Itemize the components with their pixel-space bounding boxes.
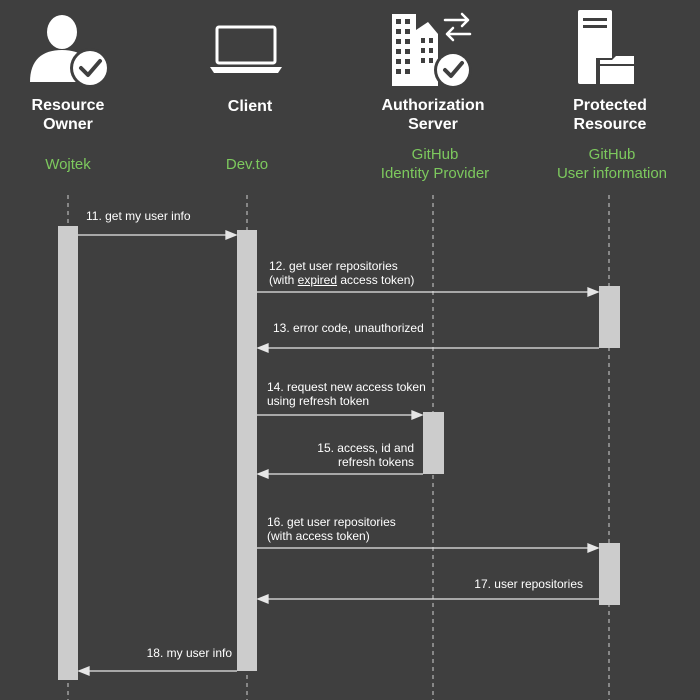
laptop-icon	[210, 25, 282, 73]
message-11-label: 11. get my user info	[86, 209, 191, 223]
message-18-label: 18. my user info	[147, 646, 232, 660]
message-14-line-1: 14. request new access token	[267, 380, 426, 394]
participant-role-resource-owner: Resource Owner	[31, 97, 105, 133]
participant-role-protected-resource: Protected Resource	[573, 97, 647, 133]
expired-word: expired	[297, 273, 338, 287]
participant-party-authorization-server: GitHub Identity Provider	[380, 146, 490, 182]
arrowhead-16	[587, 543, 600, 553]
message-16-line-2: (with access token)	[267, 529, 370, 543]
message-15-label: 15. access, id and refresh tokens	[317, 441, 414, 469]
participant-role-authorization-server: Authorization Server	[381, 97, 485, 133]
user-check-icon	[30, 15, 110, 88]
arrowhead-13	[256, 343, 269, 353]
participant-party-protected-resource: GitHub User information	[556, 146, 668, 182]
arrowhead-14	[411, 410, 424, 420]
activation-protected-resource-2	[599, 543, 620, 605]
activation-client	[237, 230, 257, 671]
message-13-line-1: 13. error code, unauthorized	[273, 321, 424, 335]
message-18-line-1: 18. my user info	[146, 646, 232, 660]
arrowhead-17	[256, 594, 269, 604]
message-12-line-1: 12. get user repositories	[269, 259, 398, 273]
message-16-line-1: 16. get user repositories	[267, 515, 396, 529]
message-12-label: 12. get user repositories (with expired …	[269, 259, 414, 287]
message-17-line-1: 17. user repositories	[474, 577, 583, 591]
arrowhead-12	[587, 287, 600, 297]
message-12-line-2: (with expired access token)	[269, 273, 415, 287]
server-folder-icon	[578, 10, 634, 86]
message-13-label: 13. error code, unauthorized	[273, 321, 424, 335]
activation-authorization-server	[423, 412, 444, 474]
participant-party-client: Dev.to	[225, 156, 269, 173]
arrowhead-18	[77, 666, 90, 676]
participant-role-client: Client	[227, 98, 273, 115]
building-exchange-check-icon	[392, 12, 472, 89]
participant-party-resource-owner: Wojtek	[45, 156, 91, 173]
message-14-label: 14. request new access token using refre…	[267, 380, 426, 408]
arrowhead-11	[225, 230, 238, 240]
message-11-line-1: 11. get my user info	[86, 209, 191, 223]
message-17-label: 17. user repositories	[474, 577, 583, 591]
arrowhead-15	[256, 469, 269, 479]
message-15-line-1: 15. access, id and	[317, 441, 414, 455]
message-14-line-2: using refresh token	[267, 394, 370, 408]
activation-resource-owner	[58, 226, 78, 680]
activation-protected-resource-1	[599, 286, 620, 348]
message-16-label: 16. get user repositories (with access t…	[267, 515, 396, 543]
message-15-line-2: refresh tokens	[337, 455, 414, 469]
